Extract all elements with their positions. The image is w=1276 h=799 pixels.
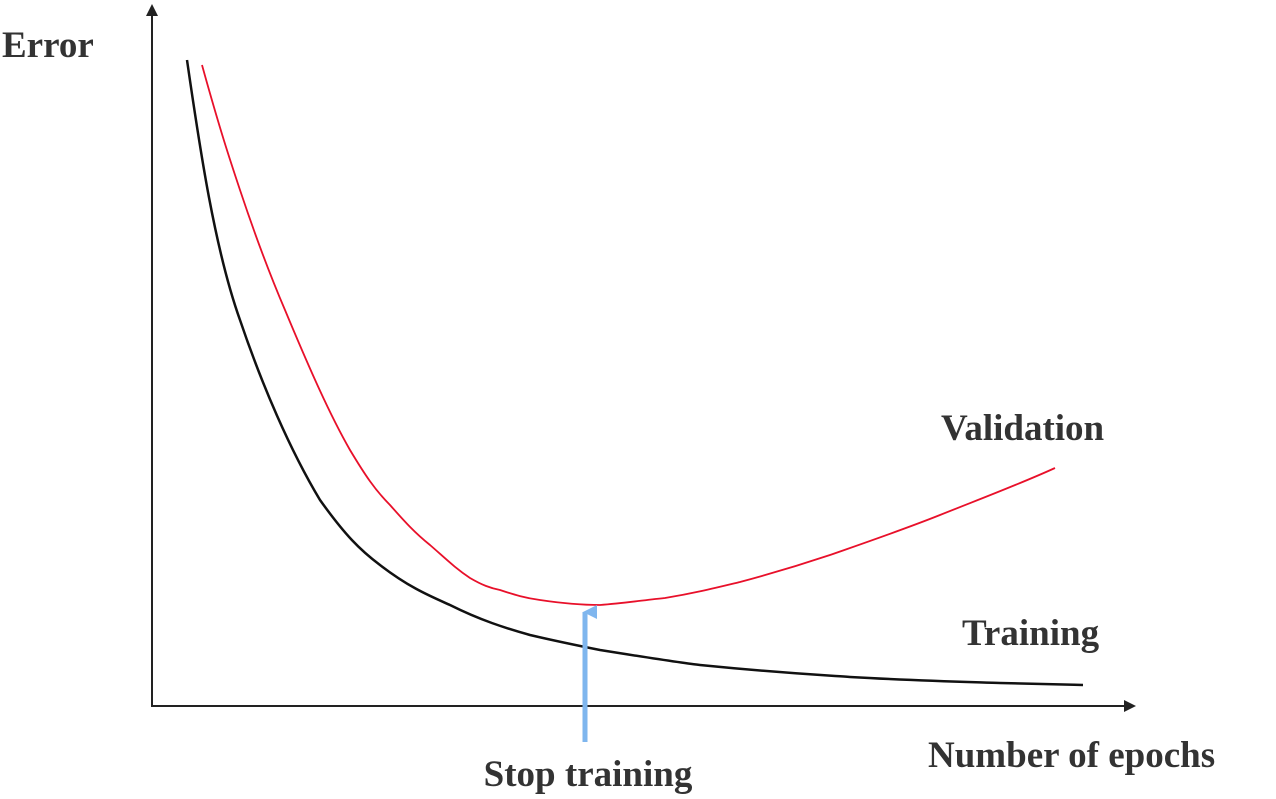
training-label: Training	[962, 613, 1100, 654]
x-axis-label: Number of epochs	[928, 735, 1215, 776]
validation-curve	[201, 64, 1056, 606]
training-curve	[185, 59, 1084, 687]
stop-training-label: Stop training	[484, 754, 693, 795]
validation-label: Validation	[941, 408, 1105, 449]
y-axis-label: Error	[2, 25, 94, 66]
